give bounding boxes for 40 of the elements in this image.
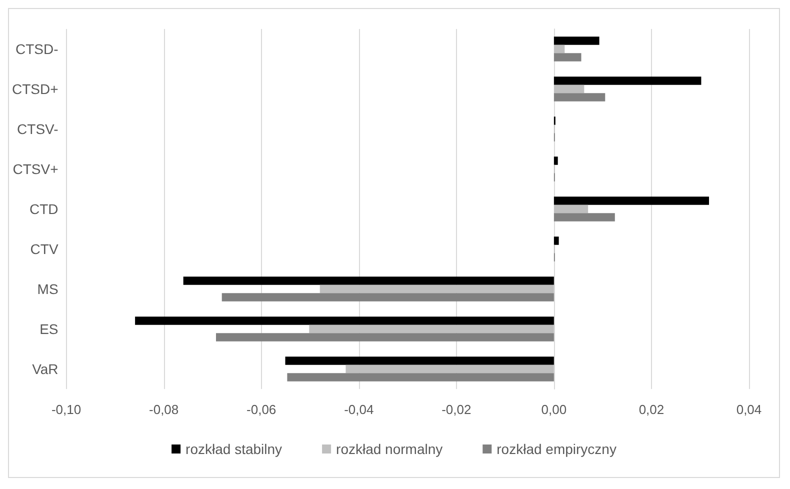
y-tick-label: CTSD+ <box>12 81 58 97</box>
x-tick-label: -0,10 <box>51 402 82 417</box>
y-tick-label: CTSD- <box>16 41 59 57</box>
y-tick-label: ES <box>40 321 58 337</box>
bar <box>320 284 554 294</box>
bar <box>554 44 565 54</box>
bar <box>285 356 554 365</box>
y-tick-label: VaR <box>32 361 58 377</box>
x-tick-label: -0,04 <box>344 402 374 417</box>
bar <box>554 76 702 85</box>
bar <box>554 204 588 214</box>
legend-label: rozkład empiryczny <box>496 441 616 457</box>
bar <box>216 333 554 342</box>
bar <box>135 316 554 325</box>
bar <box>346 364 554 374</box>
x-tick-label: -0,08 <box>148 402 179 417</box>
bar <box>554 53 582 62</box>
bar <box>222 293 554 302</box>
x-tick-label: 0,04 <box>736 402 762 417</box>
bar <box>554 236 559 245</box>
bar <box>554 84 584 94</box>
x-tick-label: -0,06 <box>246 402 276 417</box>
legend-label: rozkład normalny <box>336 441 443 457</box>
bar <box>287 373 554 382</box>
x-tick-label: -0,02 <box>442 402 472 417</box>
bar <box>554 36 600 45</box>
bar <box>554 196 710 205</box>
y-tick-label: CTD <box>30 201 58 217</box>
y-tick-label: CTV <box>30 241 59 257</box>
y-tick-label: CTSV+ <box>12 161 58 177</box>
bar <box>554 156 558 165</box>
y-tick-label: MS <box>37 281 58 297</box>
bar <box>183 276 554 285</box>
bar <box>554 213 615 222</box>
x-tick-label: 0,02 <box>638 402 664 417</box>
y-tick-label: CTSV- <box>17 121 59 137</box>
bar <box>309 324 554 334</box>
bar <box>554 93 606 102</box>
legend-label: rozkład stabilny <box>186 441 282 457</box>
x-tick-label: 0,00 <box>541 402 567 417</box>
